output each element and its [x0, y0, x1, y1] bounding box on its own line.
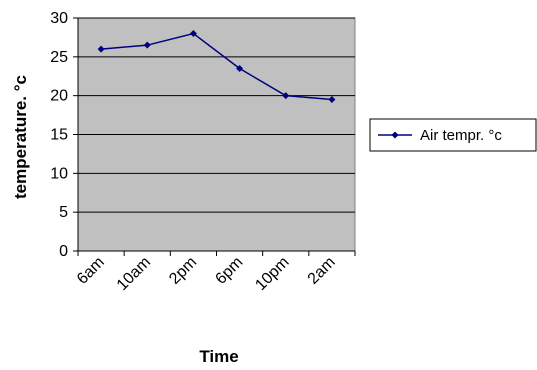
x-tick-label: 2am: [305, 254, 339, 288]
y-tick-label: 10: [50, 165, 68, 182]
x-axis-title: Time: [199, 347, 238, 366]
y-tick-label: 20: [50, 88, 68, 105]
x-tick-label: 6pm: [212, 254, 246, 288]
data-point: [282, 92, 290, 100]
series-line: [101, 32, 332, 101]
x-tick-label: 6am: [74, 254, 108, 288]
legend: Air tempr. °c: [369, 118, 537, 152]
grid-lines: [78, 17, 355, 213]
data-point: [236, 64, 244, 72]
data-point: [143, 41, 151, 49]
x-axis-ticks: 6am 10am 2pm 6pm 10pm 2am: [74, 251, 356, 294]
y-tick-label: 0: [59, 243, 68, 260]
data-point: [328, 96, 336, 104]
series-group: [97, 30, 336, 104]
y-tick-label: 5: [59, 204, 68, 221]
y-axis-title: temperature. °c: [11, 75, 30, 199]
data-point: [189, 30, 197, 38]
y-tick-label: 15: [50, 127, 68, 144]
y-tick-label: 25: [50, 49, 68, 66]
legend-diamond-marker: [391, 131, 399, 139]
x-tick-label: 10pm: [252, 254, 292, 294]
y-axis-ticks: 0 5 10 15 20 25 30: [50, 10, 78, 260]
legend-label: Air tempr. °c: [420, 127, 502, 144]
y-tick-label: 30: [50, 10, 68, 27]
data-point: [97, 45, 105, 53]
x-tick-label: 2pm: [166, 254, 200, 288]
x-tick-label: 10am: [114, 254, 154, 294]
